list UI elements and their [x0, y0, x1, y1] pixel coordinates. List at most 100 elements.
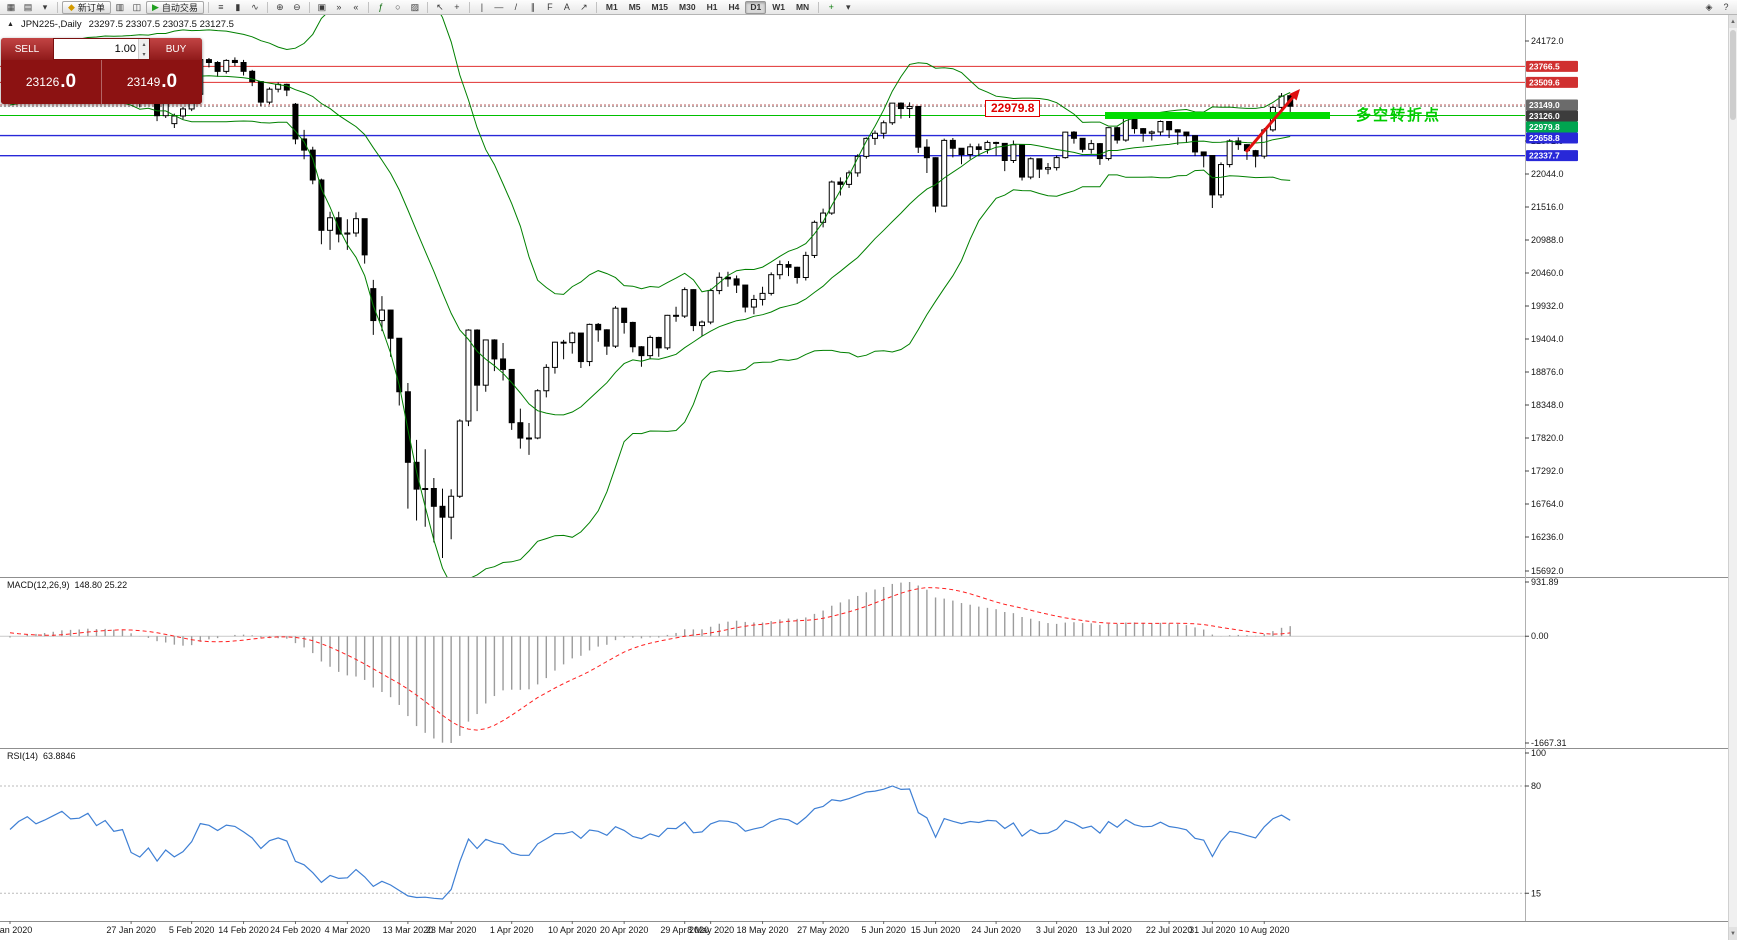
new-order-button[interactable]: ◆ 新订单 [62, 0, 111, 14]
price-badge-label: 22658.8 [1529, 133, 1560, 143]
market-watch-icon[interactable]: ▥ [115, 1, 125, 12]
profiles-icon[interactable]: ▤ [23, 1, 33, 12]
timeframe-M30[interactable]: M30 [679, 2, 696, 12]
auto-trading-button[interactable]: ▶ 自动交易 [145, 0, 204, 14]
new-chart-icon[interactable]: ▦ [6, 1, 16, 12]
buy-price[interactable]: 23149.0 [101, 60, 202, 104]
timeframe-H4[interactable]: H4 [728, 2, 740, 12]
timeframe-M15[interactable]: M15 [651, 2, 669, 12]
volume-down-button[interactable]: ▾ [139, 49, 149, 59]
toolbar-separator [207, 1, 209, 13]
price-badge [1526, 99, 1578, 111]
bollinger-middle-band [9, 68, 1291, 416]
date-label: 7 Jan 2020 [0, 925, 32, 935]
buy-price-frac: .0 [161, 71, 178, 92]
toolbar-separator [57, 1, 58, 13]
chart-header: ▲ JPN225-,Daily 23297.5 23307.5 23037.5 … [7, 19, 234, 30]
more-options-icon[interactable]: ▾ [845, 1, 851, 12]
price-badge-label: 22337.7 [1529, 151, 1560, 161]
date-label: 10 Aug 2020 [1239, 925, 1290, 935]
chart-shift-icon[interactable]: « [353, 1, 359, 12]
toolbar-separator [266, 1, 268, 13]
auto-trading-icon: ▶ [151, 1, 159, 12]
timeframe-H1[interactable]: H1 [706, 2, 718, 12]
crosshair-icon[interactable]: + [454, 1, 460, 12]
timeframe-M5[interactable]: M5 [628, 2, 641, 12]
bollinger-upper-band [9, 15, 1291, 295]
cursor-icon[interactable]: ↖ [436, 1, 444, 12]
trend-arrow[interactable] [1244, 92, 1298, 153]
vertical-line-icon[interactable]: | [480, 1, 484, 12]
date-label: 13 Mar 2020 [383, 925, 434, 935]
indicators-icon[interactable]: ƒ [378, 1, 384, 12]
buy-button[interactable]: BUY [150, 38, 202, 60]
periods-icon[interactable]: ○ [395, 1, 401, 12]
price-tick-label: 21516.0 [1531, 202, 1564, 212]
tile-windows-icon[interactable]: ▣ [317, 1, 327, 12]
text-label-icon[interactable]: A [563, 1, 570, 12]
channel-icon[interactable]: ∥ [530, 1, 536, 12]
chart-canvas[interactable]: 24172.022572.022044.021516.020988.020460… [0, 15, 1730, 940]
date-label: 29 Apr 2020 [660, 925, 709, 935]
auto-scroll-icon[interactable]: » [336, 1, 342, 12]
horizontal-line-icon[interactable]: — [494, 1, 504, 12]
line-chart-icon[interactable]: ∿ [251, 1, 259, 12]
toolbar-separator [367, 1, 369, 13]
turning-point-level-line[interactable] [1105, 112, 1330, 120]
fibonacci-icon[interactable]: F [547, 1, 553, 12]
toolbar-separator [818, 1, 820, 13]
macd-histogram [9, 582, 1291, 743]
bar-chart-icon[interactable]: ≡ [218, 1, 224, 12]
sell-price-base: 23126 [25, 75, 60, 89]
zoom-out-icon[interactable]: ⊖ [293, 1, 301, 12]
sell-button[interactable]: SELL [1, 38, 53, 60]
scrollbar-thumb[interactable] [1730, 30, 1736, 120]
add-indicator-icon[interactable]: + [828, 1, 834, 12]
price-tick-label: 18348.0 [1531, 400, 1564, 410]
price-badge [1526, 110, 1578, 122]
chart-dropdown-icon[interactable]: ▾ [42, 1, 48, 12]
macd-signal-line [9, 587, 1291, 731]
chart-window-icon[interactable]: ◈ [1705, 1, 1713, 12]
zoom-in-icon[interactable]: ⊕ [276, 1, 284, 12]
price-badge [1526, 121, 1578, 133]
scroll-up-button[interactable]: ▲ [1729, 15, 1737, 28]
arrow-tool-icon[interactable]: ↗ [580, 1, 588, 12]
auto-trading-button-label: 自动交易 [161, 2, 198, 13]
date-label: 3 Jul 2020 [1036, 925, 1078, 935]
sell-price[interactable]: 23126.0 [1, 60, 101, 104]
help-icon[interactable]: ? [1723, 1, 1729, 12]
navigator-icon[interactable]: ◫ [132, 1, 142, 12]
timeframe-M1[interactable]: M1 [605, 2, 618, 12]
price-tick-label: 22044.0 [1531, 169, 1564, 179]
date-label: 15 Jun 2020 [911, 925, 961, 935]
timeframe-W1[interactable]: W1 [772, 2, 785, 12]
one-click-trading-panel: SELL ▴ ▾ BUY 23126.0 23149.0 [1, 38, 202, 104]
templates-icon[interactable]: ▨ [410, 1, 420, 12]
price-badge-label: 23509.6 [1529, 77, 1560, 87]
candlestick-chart-icon[interactable]: ▮ [235, 1, 241, 12]
new-order-icon: ◆ [68, 1, 75, 12]
price-tick-label: 16236.0 [1531, 532, 1564, 542]
volume-field: ▴ ▾ [53, 38, 150, 60]
trend-line-icon[interactable]: / [514, 1, 518, 12]
volume-up-button[interactable]: ▴ [139, 39, 149, 49]
price-badge [1526, 60, 1578, 72]
price-callout[interactable]: 22979.8 [985, 100, 1041, 117]
price-tick-label: 15692.0 [1531, 566, 1564, 576]
vertical-scrollbar[interactable]: ▲ ▼ [1728, 15, 1737, 940]
date-label: 24 Feb 2020 [270, 925, 321, 935]
date-label: 13 Jul 2020 [1085, 925, 1132, 935]
macd-tick-label: 931.89 [1531, 577, 1559, 587]
buy-price-base: 23149 [126, 75, 161, 89]
price-tick-label: 18876.0 [1531, 367, 1564, 377]
timeframe-MN[interactable]: MN [795, 2, 810, 12]
timeframe-D1[interactable]: D1 [745, 0, 767, 14]
price-badge-label: 22979.8 [1529, 122, 1560, 132]
price-tick-label: 17292.0 [1531, 466, 1564, 476]
volume-input[interactable] [54, 42, 138, 56]
date-label: 4 Mar 2020 [325, 925, 371, 935]
macd-values: 148.80 25.22 [74, 580, 128, 590]
date-label: 8 May 2020 [687, 925, 734, 935]
scroll-down-button[interactable]: ▼ [1729, 927, 1737, 940]
